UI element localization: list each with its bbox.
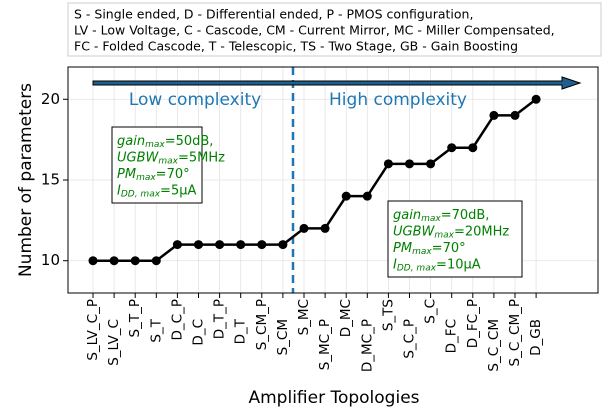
y-axis-label: Number of parameters bbox=[16, 83, 36, 277]
subscript: max bbox=[136, 173, 156, 183]
text-part: =5μA bbox=[160, 183, 196, 198]
box-line: gainmax=50dB, bbox=[117, 134, 213, 150]
x-tick-label: S_C bbox=[423, 299, 439, 324]
marker bbox=[531, 94, 541, 104]
text-part: =20MHz bbox=[454, 224, 509, 239]
marker bbox=[236, 240, 246, 250]
marker bbox=[510, 110, 520, 120]
x-tick-label: S_T bbox=[148, 318, 164, 342]
x-tick-label: S_LV_C bbox=[106, 319, 122, 366]
marker bbox=[468, 143, 478, 153]
x-tick-label: S_C_CM_P bbox=[507, 299, 523, 366]
x-tick-label: D_C bbox=[191, 319, 207, 346]
text-part: I bbox=[117, 183, 121, 198]
text-part: PM bbox=[117, 167, 136, 182]
marker bbox=[341, 191, 351, 201]
text-part: =70dB, bbox=[441, 208, 490, 223]
text-part: =70° bbox=[156, 167, 190, 182]
note-line: FC - Folded Cascode, T - Telescopic, TS … bbox=[74, 39, 518, 54]
marker bbox=[320, 223, 330, 233]
marker bbox=[278, 240, 288, 250]
text-part: UGBW bbox=[117, 150, 160, 165]
box-line: IDD, max=10μA bbox=[393, 257, 481, 273]
marker bbox=[194, 240, 203, 250]
text-part: I bbox=[393, 257, 397, 272]
box-line: UGBWmax=20MHz bbox=[393, 224, 509, 240]
x-tick-label: D_FC_P bbox=[465, 299, 481, 348]
marker bbox=[215, 240, 225, 250]
y-tick-label: 15 bbox=[41, 171, 60, 189]
marker bbox=[447, 143, 457, 153]
x-tick-label: S_CM bbox=[275, 319, 291, 355]
marker bbox=[257, 240, 267, 250]
text-part: UGBW bbox=[393, 224, 436, 239]
x-tick-label: S_T_P bbox=[127, 299, 143, 337]
box-line: gainmax=70dB, bbox=[393, 208, 489, 224]
note-line: LV - Low Voltage, C - Cascode, CM - Curr… bbox=[74, 23, 555, 38]
text-part: PM bbox=[393, 241, 412, 256]
marker bbox=[299, 223, 309, 233]
annotation: Low complexity bbox=[129, 90, 261, 110]
x-tick-label: D_GB bbox=[528, 319, 544, 356]
x-tick-label: S_C_P bbox=[402, 319, 418, 359]
text-part: =5MHz bbox=[178, 150, 225, 165]
annotation-box bbox=[111, 126, 203, 204]
x-axis-label: Amplifier Topologies bbox=[248, 388, 419, 408]
text-part: =70° bbox=[432, 241, 466, 256]
note-box bbox=[67, 2, 602, 57]
marker bbox=[130, 256, 140, 266]
marker bbox=[109, 256, 119, 266]
text-part: =10μA bbox=[436, 257, 481, 272]
annotation: High complexity bbox=[329, 90, 467, 110]
x-tick-label: S_MC bbox=[296, 299, 312, 335]
x-tick-label: D_T bbox=[233, 318, 249, 344]
y-tick-label: 10 bbox=[41, 251, 60, 269]
x-tick-label: S_MC_P bbox=[317, 319, 333, 370]
box-line: PMmax=70° bbox=[393, 241, 466, 257]
marker bbox=[362, 191, 372, 201]
subscript: DD, max bbox=[121, 189, 161, 199]
subscript: DD, max bbox=[397, 263, 437, 273]
series-line bbox=[93, 98, 537, 262]
x-tick-label: S_C_CM bbox=[486, 319, 502, 372]
box-line: UGBWmax=5MHz bbox=[117, 150, 225, 166]
x-tick-label: D_FC bbox=[444, 319, 460, 353]
y-tick-label: 20 bbox=[41, 90, 60, 108]
box-line: PMmax=70° bbox=[117, 167, 190, 183]
marker bbox=[172, 240, 182, 250]
x-tick-label: S_LV_C_P bbox=[85, 299, 101, 361]
marker bbox=[426, 159, 436, 169]
marker bbox=[88, 256, 98, 266]
x-tick-label: D_T_P bbox=[212, 299, 228, 339]
x-tick-label: S_TS bbox=[380, 299, 396, 331]
subscript: max bbox=[421, 214, 441, 224]
marker bbox=[405, 159, 414, 169]
subscript: max bbox=[145, 140, 165, 150]
text-part: =50dB, bbox=[165, 134, 214, 149]
text-part: gain bbox=[117, 134, 145, 149]
subscript: max bbox=[158, 156, 178, 166]
text-part: gain bbox=[393, 208, 421, 223]
box-line: IDD, max=5μA bbox=[117, 183, 196, 199]
x-tick-label: D_MC_P bbox=[359, 319, 375, 372]
annotation-box bbox=[387, 200, 523, 278]
x-tick-label: D_MC bbox=[338, 299, 354, 337]
x-tick-label: D_C_P bbox=[169, 299, 185, 340]
marker bbox=[151, 256, 161, 266]
marker bbox=[489, 110, 499, 120]
plot bbox=[88, 94, 541, 266]
x-tick-label: S_CM_P bbox=[254, 299, 270, 350]
note-line: S - Single ended, D - Differential ended… bbox=[74, 7, 473, 22]
arrow bbox=[92, 76, 582, 90]
marker bbox=[383, 159, 393, 169]
subscript: max bbox=[434, 230, 454, 240]
subscript: max bbox=[412, 247, 432, 257]
